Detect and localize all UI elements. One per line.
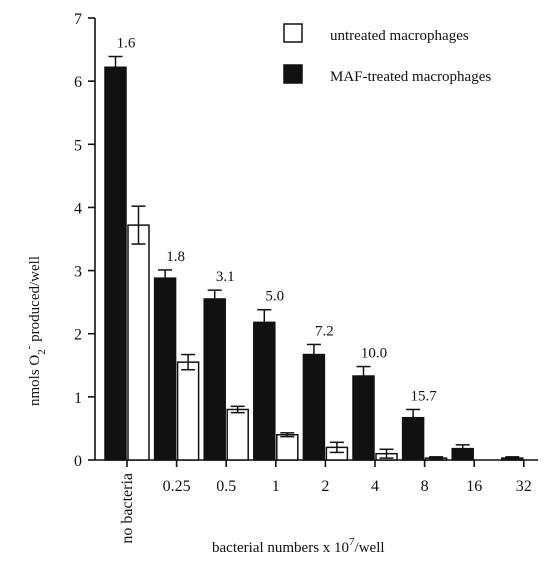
y-tick-label: 6 <box>74 74 82 91</box>
ratio-label: 15.7 <box>410 388 437 404</box>
bar-maf-treated <box>104 66 127 461</box>
ratio-label: 10.0 <box>361 346 387 362</box>
bar-maf-treated <box>302 353 326 461</box>
legend-swatch-untreated <box>283 23 303 43</box>
ratio-label: 3.1 <box>216 269 235 285</box>
ratio-label: 1.8 <box>166 249 185 265</box>
x-tick-label: 4 <box>371 478 379 495</box>
legend-label-maf-treated: MAF-treated macrophages <box>330 69 491 85</box>
x-tick-label: 8 <box>421 478 429 495</box>
y-axis-title: nmols O2- produced/well <box>23 256 48 406</box>
x-axis-ticks: no bacteria 0.25 0.5 1 2 4 8 16 32 <box>119 460 532 544</box>
y-tick-label: 7 <box>74 11 82 28</box>
bar-maf-treated <box>203 298 226 461</box>
bar-maf-treated <box>451 447 474 461</box>
y-axis-ticks: 0 1 2 3 4 5 6 7 <box>74 11 95 470</box>
ratio-label: 1.6 <box>117 36 136 52</box>
x-axis-title: bacterial numbers x 107/well <box>212 536 385 556</box>
x-tick-label: 2 <box>321 478 329 495</box>
x-tick-label: 1 <box>272 478 280 495</box>
ratio-label: 5.0 <box>265 289 284 305</box>
ratio-labels: 1.6 1.8 3.1 5.0 7.2 10.0 15.7 <box>117 36 438 405</box>
bar-maf-treated <box>401 416 425 461</box>
bar-maf-treated <box>501 457 524 461</box>
y-tick-label: 3 <box>74 264 82 281</box>
y-tick-label: 2 <box>74 327 82 344</box>
x-tick-label: no bacteria <box>119 473 136 544</box>
bar-maf-treated <box>253 321 276 461</box>
bar-maf-treated <box>153 277 177 461</box>
x-tick-label: 0.5 <box>216 478 236 495</box>
legend-swatch-maf-treated <box>283 64 303 84</box>
bar-untreated <box>176 361 200 461</box>
bar-untreated <box>226 408 249 461</box>
y-tick-label: 0 <box>74 453 82 470</box>
chart-legend: untreated macrophages MAF-treated macrop… <box>283 23 491 85</box>
x-tick-label: 32 <box>516 478 532 495</box>
bar-untreated <box>276 433 299 461</box>
y-tick-label: 4 <box>74 200 82 217</box>
bar-maf-treated <box>352 375 375 461</box>
bar-series-group <box>104 55 524 461</box>
x-tick-label: 16 <box>466 478 482 495</box>
x-tick-label: 0.25 <box>163 478 191 495</box>
y-tick-label: 1 <box>74 390 82 407</box>
ratio-label: 7.2 <box>315 323 334 339</box>
bar-untreated <box>127 224 150 461</box>
legend-label-untreated: untreated macrophages <box>330 28 469 44</box>
y-tick-label: 5 <box>74 137 82 154</box>
